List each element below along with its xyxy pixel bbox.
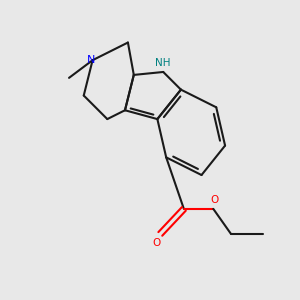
Text: N: N	[87, 55, 95, 65]
Text: O: O	[211, 195, 219, 206]
Text: O: O	[153, 238, 161, 248]
Text: NH: NH	[155, 58, 171, 68]
